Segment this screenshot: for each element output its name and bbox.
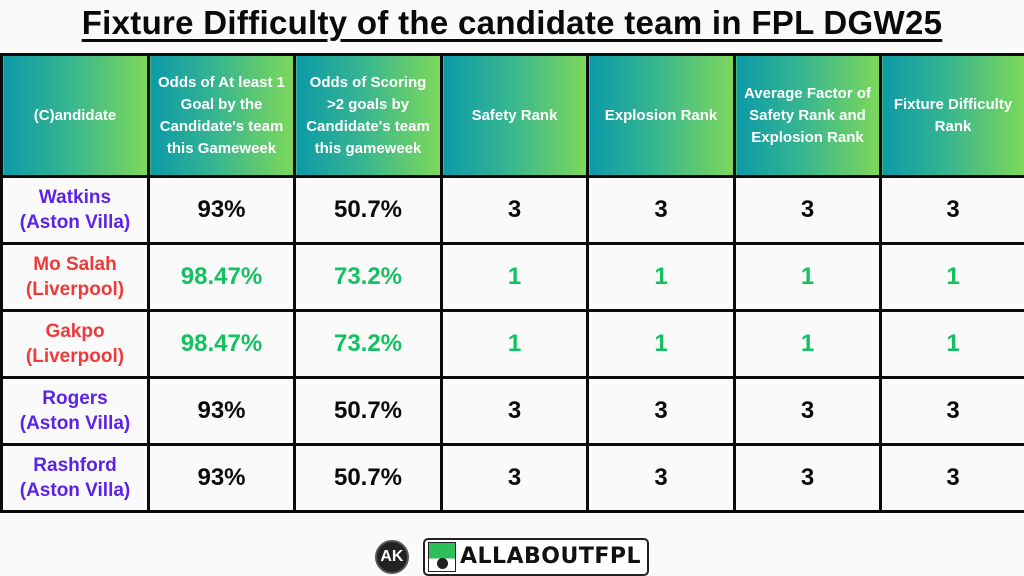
header-safety-rank: Safety Rank [440,53,589,178]
candidate-cell: Rashford (Aston Villa) [0,443,150,513]
table-row: Watkins (Aston Villa) 93% 50.7% 3 3 3 3 [0,175,1024,245]
header-explosion-rank: Explosion Rank [586,53,736,178]
odds-over-2-goals-cell: 50.7% [293,443,443,513]
player-name: Gakpo [45,321,105,342]
explosion-rank-cell: 3 [586,175,736,245]
odds-1-goal-cell: 93% [147,175,296,245]
team-name: (Aston Villa) [19,413,131,434]
brand-text: ALLABOUTFPL [459,544,642,569]
table-row: Mo Salah (Liverpool) 98.47% 73.2% 1 1 1 1 [0,242,1024,312]
safety-rank-cell: 3 [440,175,589,245]
fixture-difficulty-rank-cell: 3 [879,443,1024,513]
candidate-cell: Gakpo (Liverpool) [0,309,150,379]
odds-over-2-goals-cell: 50.7% [293,175,443,245]
explosion-rank-cell: 3 [586,443,736,513]
page-title: Fixture Difficulty of the candidate team… [0,4,1024,42]
team-name: (Aston Villa) [19,480,131,501]
candidate-cell: Rogers (Aston Villa) [0,376,150,446]
average-factor-cell: 3 [733,443,882,513]
average-factor-cell: 3 [733,175,882,245]
explosion-rank-cell: 3 [586,376,736,446]
team-name: (Liverpool) [25,346,125,367]
footer: AK ALLABOUTFPL [0,537,1024,576]
safety-rank-cell: 3 [440,376,589,446]
page-title-text: Fixture Difficulty of the candidate team… [81,4,943,41]
table-row: Gakpo (Liverpool) 98.47% 73.2% 1 1 1 1 [0,309,1024,379]
average-factor-cell: 3 [733,376,882,446]
candidate-cell: Watkins (Aston Villa) [0,175,150,245]
odds-1-goal-cell: 98.47% [147,309,296,379]
player-name: Rashford [33,455,117,476]
ak-logo-text: AK [380,547,404,565]
ak-logo-icon: AK [374,539,409,574]
odds-1-goal-cell: 93% [147,443,296,513]
player-name: Rogers [42,388,108,409]
safety-rank-cell: 1 [440,309,589,379]
safety-rank-cell: 1 [440,242,589,312]
allaboutfpl-logo: ALLABOUTFPL [422,537,650,576]
header-odds-1-goal: Odds of At least 1 Goal by the Candidate… [147,53,296,178]
odds-over-2-goals-cell: 73.2% [293,309,443,379]
player-name: Watkins [38,187,112,208]
odds-over-2-goals-cell: 73.2% [293,242,443,312]
odds-over-2-goals-cell: 50.7% [293,376,443,446]
fixture-difficulty-rank-cell: 1 [879,242,1024,312]
explosion-rank-cell: 1 [586,242,736,312]
header-fixture-difficulty-rank: Fixture Difficulty Rank [879,53,1024,178]
header-average-factor: Average Factor of Safety Rank and Explos… [733,53,882,178]
header-candidate: (C)andidate [0,53,150,178]
team-name: (Liverpool) [25,279,125,300]
average-factor-cell: 1 [733,242,882,312]
average-factor-cell: 1 [733,309,882,379]
header-row: (C)andidate Odds of At least 1 Goal by t… [0,53,1024,178]
fixture-difficulty-rank-cell: 3 [879,175,1024,245]
candidate-cell: Mo Salah (Liverpool) [0,242,150,312]
header-odds-over-2-goals: Odds of Scoring >2 goals by Candidate's … [293,53,443,178]
table-row: Rashford (Aston Villa) 93% 50.7% 3 3 3 3 [0,443,1024,513]
odds-1-goal-cell: 98.47% [147,242,296,312]
odds-1-goal-cell: 93% [147,376,296,446]
fixture-difficulty-rank-cell: 3 [879,376,1024,446]
football-boot-icon [427,541,456,572]
table-row: Rogers (Aston Villa) 93% 50.7% 3 3 3 3 [0,376,1024,446]
safety-rank-cell: 3 [440,443,589,513]
player-name: Mo Salah [33,254,117,275]
team-name: (Aston Villa) [19,212,131,233]
fixture-table: (C)andidate Odds of At least 1 Goal by t… [0,53,1024,513]
explosion-rank-cell: 1 [586,309,736,379]
fixture-difficulty-rank-cell: 1 [879,309,1024,379]
